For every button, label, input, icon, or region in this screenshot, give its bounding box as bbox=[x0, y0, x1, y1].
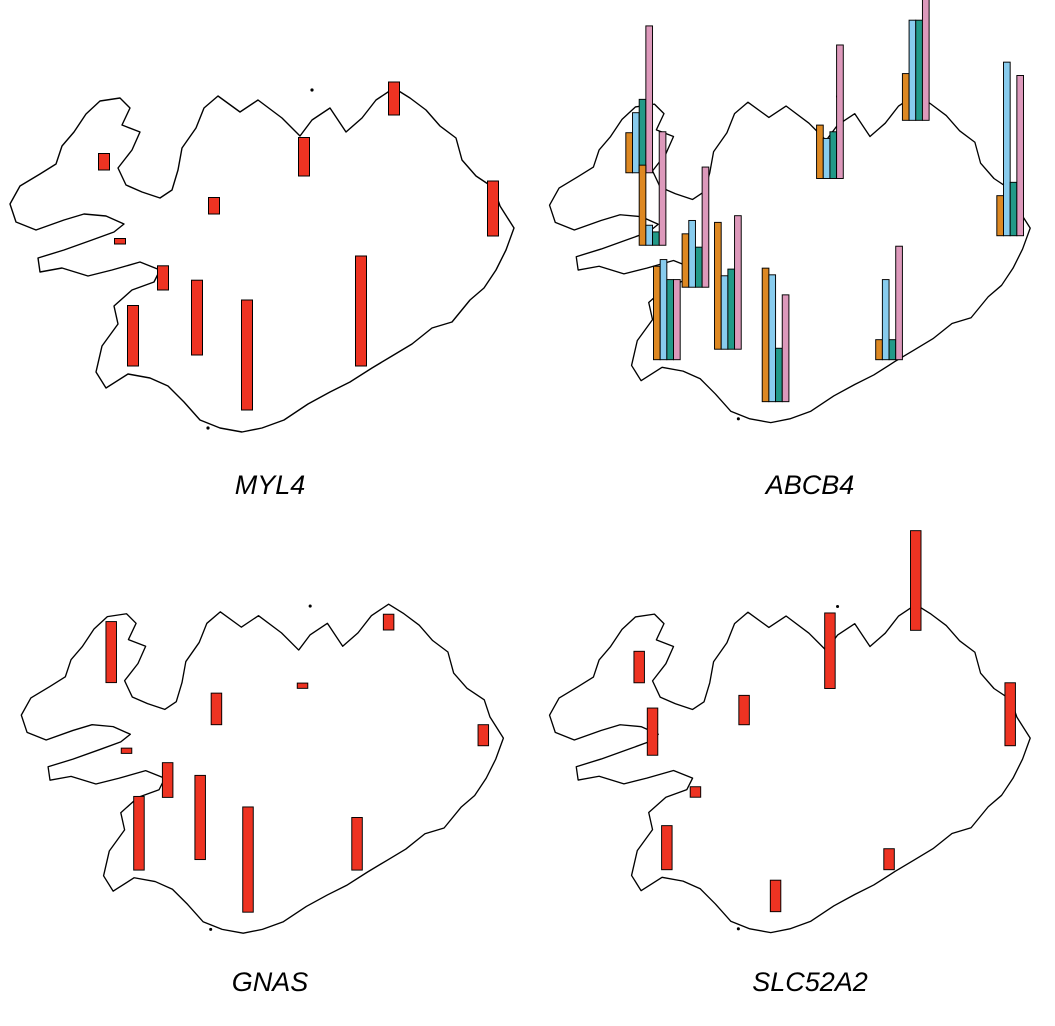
bar-w-small bbox=[114, 238, 126, 245]
map-panel-gnas: GNAS bbox=[0, 520, 540, 1026]
bar-south-1 bbox=[761, 267, 770, 403]
bar-se-inland bbox=[351, 817, 363, 871]
bar-se-1 bbox=[875, 339, 883, 361]
coastline bbox=[9, 87, 515, 433]
bar-nw-fjord-2 bbox=[632, 112, 640, 174]
bar-north-2 bbox=[388, 81, 400, 116]
bar-sw-2-3 bbox=[727, 268, 736, 350]
bar-reykjanes-4 bbox=[673, 279, 681, 361]
islet bbox=[736, 927, 740, 931]
bar-north-2 bbox=[910, 530, 922, 631]
bar-reykjanes bbox=[133, 795, 145, 871]
coastline bbox=[548, 93, 1031, 424]
bar-sw-1-3 bbox=[694, 246, 703, 288]
bar-sw-1 bbox=[689, 786, 702, 798]
islet bbox=[310, 88, 314, 92]
map-panel-slc52a2: SLC52A2 bbox=[540, 520, 1055, 1026]
bar-nw-fjord-3 bbox=[638, 98, 647, 174]
bar-westfjords-s-1 bbox=[638, 164, 647, 246]
bar-north-2-4 bbox=[921, 0, 930, 121]
bar-sw-1-2 bbox=[688, 219, 696, 288]
bar-north-2-1 bbox=[901, 73, 910, 121]
bar-se-2 bbox=[881, 279, 890, 361]
bar-south bbox=[769, 879, 782, 913]
map-panel-myl4: MYL4 bbox=[0, 0, 540, 506]
bar-nw-fjord bbox=[105, 621, 117, 684]
bar-east bbox=[487, 180, 499, 237]
bar-westfjords-s-3 bbox=[652, 231, 660, 246]
bar-sw-2-1 bbox=[714, 221, 722, 350]
bar-east-2 bbox=[1003, 61, 1011, 237]
bar-sw-2-4 bbox=[734, 215, 742, 350]
bar-sw-1-1 bbox=[681, 233, 690, 288]
bar-westfjords-s-4 bbox=[658, 131, 667, 246]
bar-sw-1 bbox=[161, 762, 174, 798]
bar-nw-fjord bbox=[98, 153, 110, 171]
bar-nw-fjord-4 bbox=[645, 25, 654, 174]
islet bbox=[736, 417, 740, 421]
bar-se-inland bbox=[355, 255, 367, 367]
bar-north-2-3 bbox=[915, 19, 923, 121]
bar-reykjanes bbox=[127, 305, 139, 367]
bar-north-1 bbox=[296, 682, 309, 689]
map-panel-abcb4: ABCB4 bbox=[540, 0, 1055, 506]
islet bbox=[308, 604, 312, 608]
bar-westfjords-s bbox=[646, 707, 659, 756]
bar-north-1-4 bbox=[836, 44, 844, 179]
bar-north-1 bbox=[824, 612, 836, 689]
bar-north-2 bbox=[382, 613, 395, 631]
bar-reykjanes-3 bbox=[666, 279, 674, 361]
bar-breidafjordur bbox=[208, 197, 220, 215]
bar-east-4 bbox=[1016, 75, 1025, 237]
bar-east bbox=[477, 724, 490, 747]
bar-east bbox=[1004, 682, 1016, 747]
coastline bbox=[548, 603, 1031, 934]
bar-w-small bbox=[120, 747, 133, 754]
bar-north-1-1 bbox=[816, 124, 824, 179]
iceland-map bbox=[548, 0, 1031, 424]
bar-north-1-2 bbox=[822, 137, 831, 179]
gene-label: GNAS bbox=[231, 967, 309, 997]
islet bbox=[209, 927, 213, 931]
bar-se-4 bbox=[895, 245, 903, 361]
bar-nw-fjord-1 bbox=[625, 132, 633, 174]
bar-nw-fjord bbox=[633, 650, 645, 684]
bar-north-1 bbox=[298, 137, 310, 177]
bar-se bbox=[883, 848, 895, 871]
bar-sw-2-2 bbox=[720, 275, 729, 350]
iceland-map bbox=[548, 530, 1031, 934]
bar-reykjanes bbox=[661, 825, 673, 871]
iceland-map bbox=[9, 81, 515, 433]
bar-south-3 bbox=[775, 347, 783, 403]
bar-sw-1-4 bbox=[701, 166, 710, 288]
bar-east-1 bbox=[996, 195, 1004, 237]
bar-north-2-2 bbox=[908, 19, 917, 121]
bar-sw-1 bbox=[157, 265, 169, 291]
iceland-map bbox=[20, 603, 505, 934]
bar-breidafjordur bbox=[738, 694, 750, 726]
bar-south bbox=[242, 806, 254, 913]
bar-east-3 bbox=[1009, 181, 1018, 237]
bar-reykjanes-1 bbox=[653, 265, 661, 361]
bar-reykjanes-2 bbox=[659, 259, 668, 361]
bar-south-4 bbox=[781, 294, 790, 403]
bar-sw-2 bbox=[191, 279, 203, 356]
bar-south bbox=[241, 299, 253, 411]
bar-north-1-3 bbox=[829, 131, 838, 179]
bar-breidafjordur bbox=[210, 692, 223, 726]
bar-south-2 bbox=[768, 274, 777, 403]
bar-sw-2 bbox=[194, 774, 206, 861]
gene-label: ABCB4 bbox=[765, 470, 855, 500]
islet bbox=[206, 426, 210, 430]
bar-westfjords-s-2 bbox=[645, 224, 654, 246]
gene-label: MYL4 bbox=[234, 470, 306, 500]
islet bbox=[836, 604, 840, 609]
bar-se-3 bbox=[888, 339, 897, 361]
coastline bbox=[20, 603, 505, 934]
gene-label: SLC52A2 bbox=[752, 967, 868, 997]
